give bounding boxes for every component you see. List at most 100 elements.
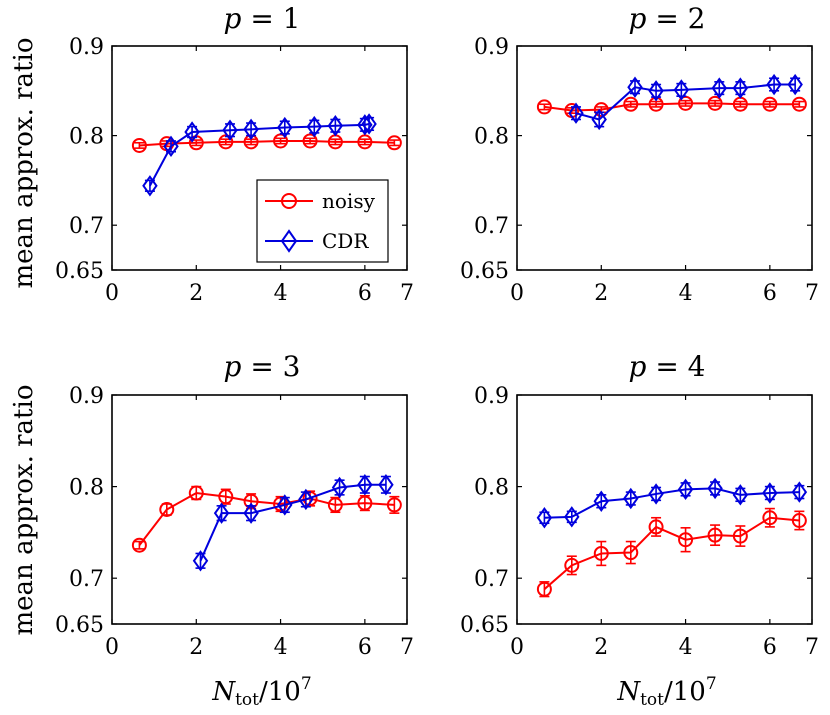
data-point-cdr [243, 502, 259, 524]
y-tick-label: 0.9 [69, 35, 104, 60]
x-tick-label: 4 [679, 635, 693, 660]
data-point-noisy [218, 134, 234, 150]
data-point-cdr [331, 476, 348, 499]
x-tick-label: 6 [358, 281, 372, 306]
data-point-cdr [648, 80, 664, 102]
panel-title-p3: p = 3 [223, 350, 300, 383]
data-point-cdr [163, 135, 179, 158]
data-point-noisy [762, 96, 778, 112]
data-point-cdr [378, 474, 394, 496]
panel-title-p1: p = 1 [223, 2, 300, 35]
data-point-noisy [707, 95, 723, 111]
x-axis-label-left: Ntot/107 [211, 674, 311, 710]
data-point-cdr [648, 483, 664, 505]
panel-p4: p = 4 0 2 4 6 7 0.9 0.8 0.7 0.65 [460, 350, 819, 660]
plot-frame [516, 45, 813, 271]
series-line-noisy [543, 516, 800, 590]
data-point-cdr [762, 482, 778, 504]
x-tick-label: 4 [679, 281, 693, 306]
x-tick-label: 0 [105, 635, 119, 660]
legend-cdr-label: CDR [322, 229, 369, 253]
x-tick-label: 6 [358, 635, 372, 660]
data-point-cdr [623, 487, 639, 510]
y-tick-label: 0.7 [474, 214, 509, 239]
data-point-noisy [536, 581, 552, 597]
data-point-cdr [327, 115, 344, 137]
y-tick-label: 0.65 [460, 259, 509, 284]
data-point-cdr [732, 77, 749, 99]
data-point-cdr [222, 119, 238, 141]
data-point-noisy [648, 519, 664, 535]
y-axis-label-bottom: mean approx. ratio [9, 385, 39, 636]
data-point-cdr [184, 121, 200, 143]
data-point-cdr [677, 478, 694, 501]
x-tick-label: 7 [805, 635, 819, 660]
series-line-noisy [139, 139, 395, 147]
panel-p3: p = 3 0 2 4 6 7 0.9 0.8 0.7 0.65 [55, 350, 414, 660]
x-tick-label: 0 [105, 281, 119, 306]
x-tick-label: 6 [763, 635, 777, 660]
y-axis-label-top: mean approx. ratio [9, 38, 39, 289]
data-point-cdr [707, 477, 723, 500]
y-tick-label: 0.9 [69, 384, 104, 409]
x-tick-label: 2 [594, 635, 608, 660]
data-point-cdr [591, 108, 607, 131]
x-tick-label: 2 [189, 281, 203, 306]
x-tick-label: 2 [189, 635, 203, 660]
x-tick-label: 0 [510, 635, 524, 660]
legend-box [256, 179, 389, 263]
data-point-cdr [192, 550, 209, 572]
legend: noisy CDR [256, 179, 389, 263]
data-point-noisy [732, 528, 748, 544]
x-tick-label: 7 [805, 281, 819, 306]
series-line-cdr [149, 122, 370, 187]
data-point-noisy [218, 489, 234, 505]
y-tick-label: 0.8 [474, 125, 509, 150]
data-point-cdr [536, 507, 553, 529]
data-point-cdr [564, 506, 580, 528]
x-tick-label: 4 [274, 281, 288, 306]
data-point-cdr [243, 118, 259, 141]
data-point-noisy [678, 532, 694, 548]
x-tick-label: 7 [400, 281, 414, 306]
data-point-cdr [298, 488, 314, 511]
x-tick-label: 6 [763, 281, 777, 306]
data-point-noisy [159, 502, 175, 517]
data-point-cdr [306, 115, 323, 138]
data-point-noisy [131, 137, 147, 153]
panel-p2: p = 2 0 2 4 6 7 0.9 0.8 0.7 0.65 [460, 2, 819, 306]
data-point-cdr [627, 76, 643, 98]
data-point-noisy [791, 512, 807, 528]
data-point-noisy [564, 557, 580, 573]
data-point-cdr [766, 73, 782, 96]
data-point-cdr [213, 502, 230, 524]
data-point-noisy [593, 545, 609, 561]
data-point-cdr [277, 116, 293, 139]
data-point-noisy [593, 102, 609, 118]
x-tick-label: 4 [274, 635, 288, 660]
data-point-noisy [707, 527, 723, 543]
legend-noisy-marker [281, 193, 297, 209]
series-line-cdr [544, 487, 800, 519]
data-point-cdr [787, 73, 803, 96]
y-tick-label: 0.8 [69, 476, 104, 501]
y-tick-label: 0.65 [460, 613, 509, 638]
y-tick-label: 0.65 [55, 613, 104, 638]
y-tick-label: 0.9 [474, 384, 509, 409]
data-point-noisy [357, 495, 373, 511]
x-tick-label: 7 [400, 635, 414, 660]
y-tick-label: 0.7 [69, 214, 104, 239]
legend-cdr-marker [280, 229, 298, 253]
data-point-cdr [277, 494, 293, 516]
y-tick-label: 0.7 [69, 567, 104, 592]
x-tick-label: 2 [594, 281, 608, 306]
data-point-noisy [327, 497, 343, 513]
series-line-cdr [199, 483, 386, 562]
y-tick-label: 0.65 [55, 259, 104, 284]
data-point-noisy [131, 537, 147, 553]
data-point-cdr [711, 77, 728, 99]
data-point-cdr [568, 102, 584, 124]
data-point-cdr [142, 175, 158, 197]
data-point-cdr [357, 474, 373, 496]
